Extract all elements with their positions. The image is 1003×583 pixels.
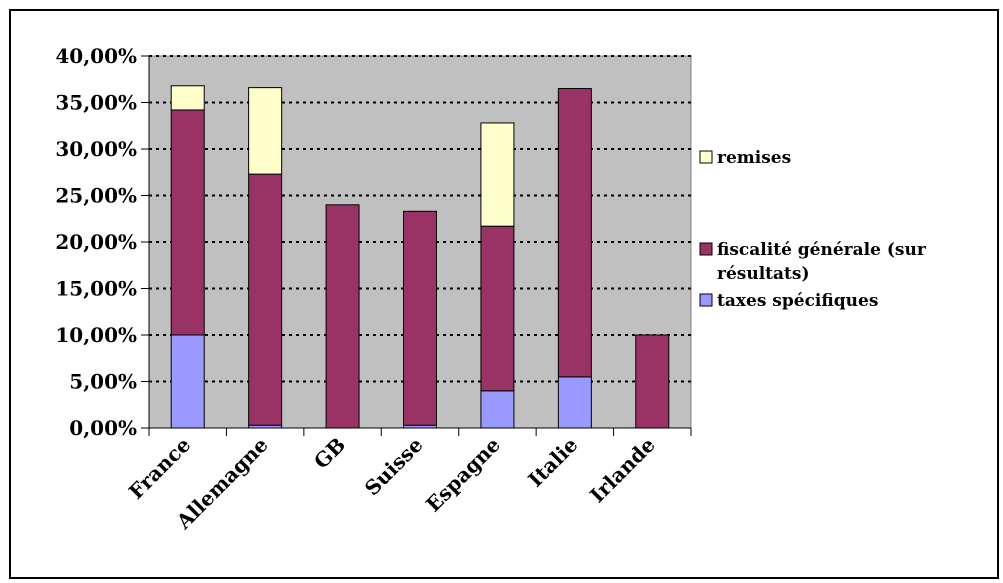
- y-tick-label: 0,00%: [69, 416, 137, 440]
- legend-swatch: [699, 242, 713, 256]
- x-tick-label: Suisse: [360, 433, 428, 501]
- bar-segment: [248, 87, 283, 175]
- bar-segment: [635, 334, 670, 429]
- bar-segment: [170, 85, 205, 111]
- y-tick-label: 25,00%: [55, 184, 137, 208]
- x-tick-label: Italie: [523, 433, 582, 492]
- y-tick-label: 30,00%: [55, 137, 137, 161]
- legend-swatch: [699, 150, 713, 164]
- x-tick-label: Irlande: [585, 433, 660, 508]
- x-tick-label: GB: [309, 433, 350, 474]
- x-tick-label: France: [124, 433, 195, 504]
- bar-segment: [403, 210, 437, 426]
- y-tick-label: 35,00%: [55, 91, 137, 115]
- y-tick-label: 20,00%: [55, 230, 137, 254]
- y-tick-label: 40,00%: [55, 44, 137, 68]
- stacked-bar-chart: 0,00% 5,00% 10,00% 15,00% 20,00% 25,00% 30,00%…: [55, 44, 927, 534]
- legend-label: remises: [717, 148, 791, 168]
- bar-segment: [170, 109, 205, 336]
- bar-segment: [325, 204, 360, 429]
- bar-segment: [248, 173, 283, 426]
- y-tick-label: 10,00%: [55, 323, 137, 347]
- bar-segment: [557, 376, 592, 429]
- bar-segment: [480, 122, 515, 227]
- x-tick-label: Espagne: [421, 433, 505, 517]
- legend-label: résultats): [717, 264, 810, 284]
- y-tick-label: 5,00%: [69, 370, 137, 394]
- bar-segment: [480, 390, 515, 429]
- bar-segment: [170, 334, 205, 429]
- legend-swatch: [699, 293, 713, 307]
- y-tick-label: 15,00%: [55, 277, 137, 301]
- chart-container: 0,00% 5,00% 10,00% 15,00% 20,00% 25,00% 30,00%…: [9, 9, 999, 579]
- bar-segment: [480, 225, 515, 392]
- legend-label: taxes spécifiques: [717, 291, 878, 311]
- bar-segment: [557, 88, 592, 378]
- legend-label: fiscalité générale (sur: [717, 240, 927, 260]
